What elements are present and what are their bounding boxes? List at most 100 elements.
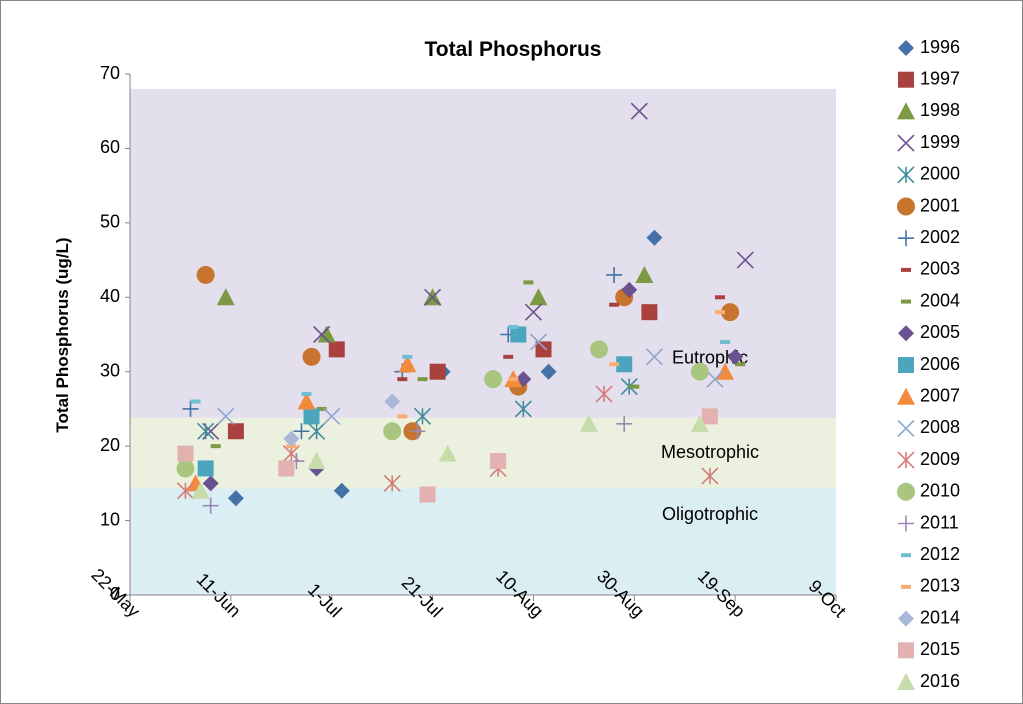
point [701, 467, 719, 485]
point [333, 482, 350, 499]
legend-label: 2011 [920, 512, 959, 532]
point [303, 408, 320, 425]
point [736, 251, 754, 269]
point [490, 453, 507, 470]
point [438, 444, 457, 462]
legend-label: 2012 [920, 544, 960, 564]
point [630, 102, 648, 120]
y-tick-label: 20 [100, 435, 120, 455]
legend-label: 2002 [920, 227, 960, 247]
band-label: Mesotrophic [661, 442, 759, 462]
legend-label: 2005 [920, 322, 960, 342]
point [328, 341, 345, 358]
point [721, 303, 740, 322]
trophic-band [130, 488, 836, 595]
point [301, 392, 312, 397]
point [297, 392, 316, 410]
legend-marker [897, 387, 915, 405]
legend-marker [898, 71, 914, 88]
point [176, 459, 195, 478]
y-tick-label: 0 [110, 584, 120, 604]
point [197, 422, 215, 440]
point [182, 400, 199, 417]
point [197, 460, 214, 477]
legend-marker [897, 197, 915, 216]
legend-marker [897, 166, 915, 184]
point [635, 265, 654, 283]
point [735, 362, 746, 367]
point [383, 474, 401, 492]
point [645, 348, 664, 366]
point [690, 414, 709, 432]
point [715, 295, 726, 300]
legend-label: 2004 [920, 290, 960, 310]
legend-marker [901, 267, 911, 272]
legend-label: 2007 [920, 385, 960, 405]
legend-label: 1996 [920, 37, 960, 57]
legend-marker [898, 325, 914, 342]
point [508, 325, 519, 330]
point [210, 444, 221, 449]
legend-marker [897, 451, 915, 469]
point [715, 310, 726, 315]
legend-label: 2016 [920, 671, 960, 691]
y-tick-label: 60 [100, 137, 120, 157]
point [190, 399, 201, 404]
point [417, 377, 428, 382]
point [293, 423, 310, 440]
point [508, 377, 519, 382]
point [529, 333, 548, 351]
point [606, 266, 623, 283]
point [706, 370, 724, 388]
point [419, 486, 436, 503]
legend-label: 2000 [920, 164, 960, 184]
point [217, 407, 235, 425]
point [609, 362, 620, 367]
legend-marker [897, 102, 915, 120]
y-tick-label: 50 [100, 212, 120, 232]
trophic-band [130, 417, 836, 489]
legend-label: 2001 [920, 195, 960, 215]
point [616, 415, 633, 432]
point [413, 407, 432, 425]
point [620, 378, 638, 396]
point [540, 363, 557, 380]
point [216, 288, 235, 306]
point [316, 406, 327, 411]
point [621, 281, 638, 298]
legend-label: 1997 [920, 68, 960, 88]
point [524, 303, 542, 321]
legend-label: 2003 [920, 259, 960, 279]
point [641, 304, 658, 321]
legend-marker [898, 642, 914, 659]
point [202, 497, 219, 514]
point [397, 414, 408, 419]
legend-label: 2006 [920, 354, 960, 374]
legend-label: 2013 [920, 576, 960, 596]
y-tick-label: 10 [100, 509, 120, 529]
legend-marker [901, 553, 911, 558]
point [402, 354, 413, 359]
legend-label: 2014 [920, 607, 960, 627]
point [283, 430, 300, 447]
legend-marker [898, 230, 914, 247]
point [397, 377, 408, 382]
point [308, 422, 326, 440]
point [424, 288, 442, 306]
legend-marker [901, 584, 911, 589]
point [313, 325, 331, 344]
point [727, 348, 744, 365]
point [278, 460, 295, 477]
point [383, 422, 402, 441]
point [191, 481, 210, 499]
point [384, 393, 401, 410]
band-label: Oligotrophic [662, 504, 758, 524]
point [690, 362, 709, 381]
point [716, 362, 735, 380]
legend-marker [897, 419, 915, 437]
point [177, 445, 194, 462]
point [629, 384, 640, 389]
legend-label: 2008 [920, 417, 960, 437]
point [176, 482, 195, 500]
